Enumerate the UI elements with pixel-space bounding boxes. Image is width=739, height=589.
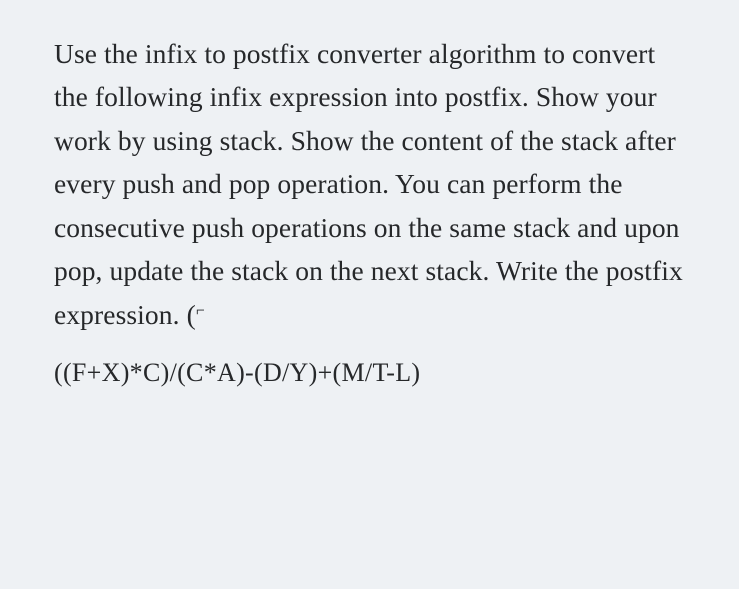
question-body: Use the infix to postfix converter algor… [54, 32, 691, 336]
infix-expression: ((F+X)*C)/(C*A)-(D/Y)+(M/T-L) [54, 358, 691, 388]
redacted-region [204, 305, 314, 325]
question-text-content: Use the infix to postfix converter algor… [54, 38, 683, 330]
